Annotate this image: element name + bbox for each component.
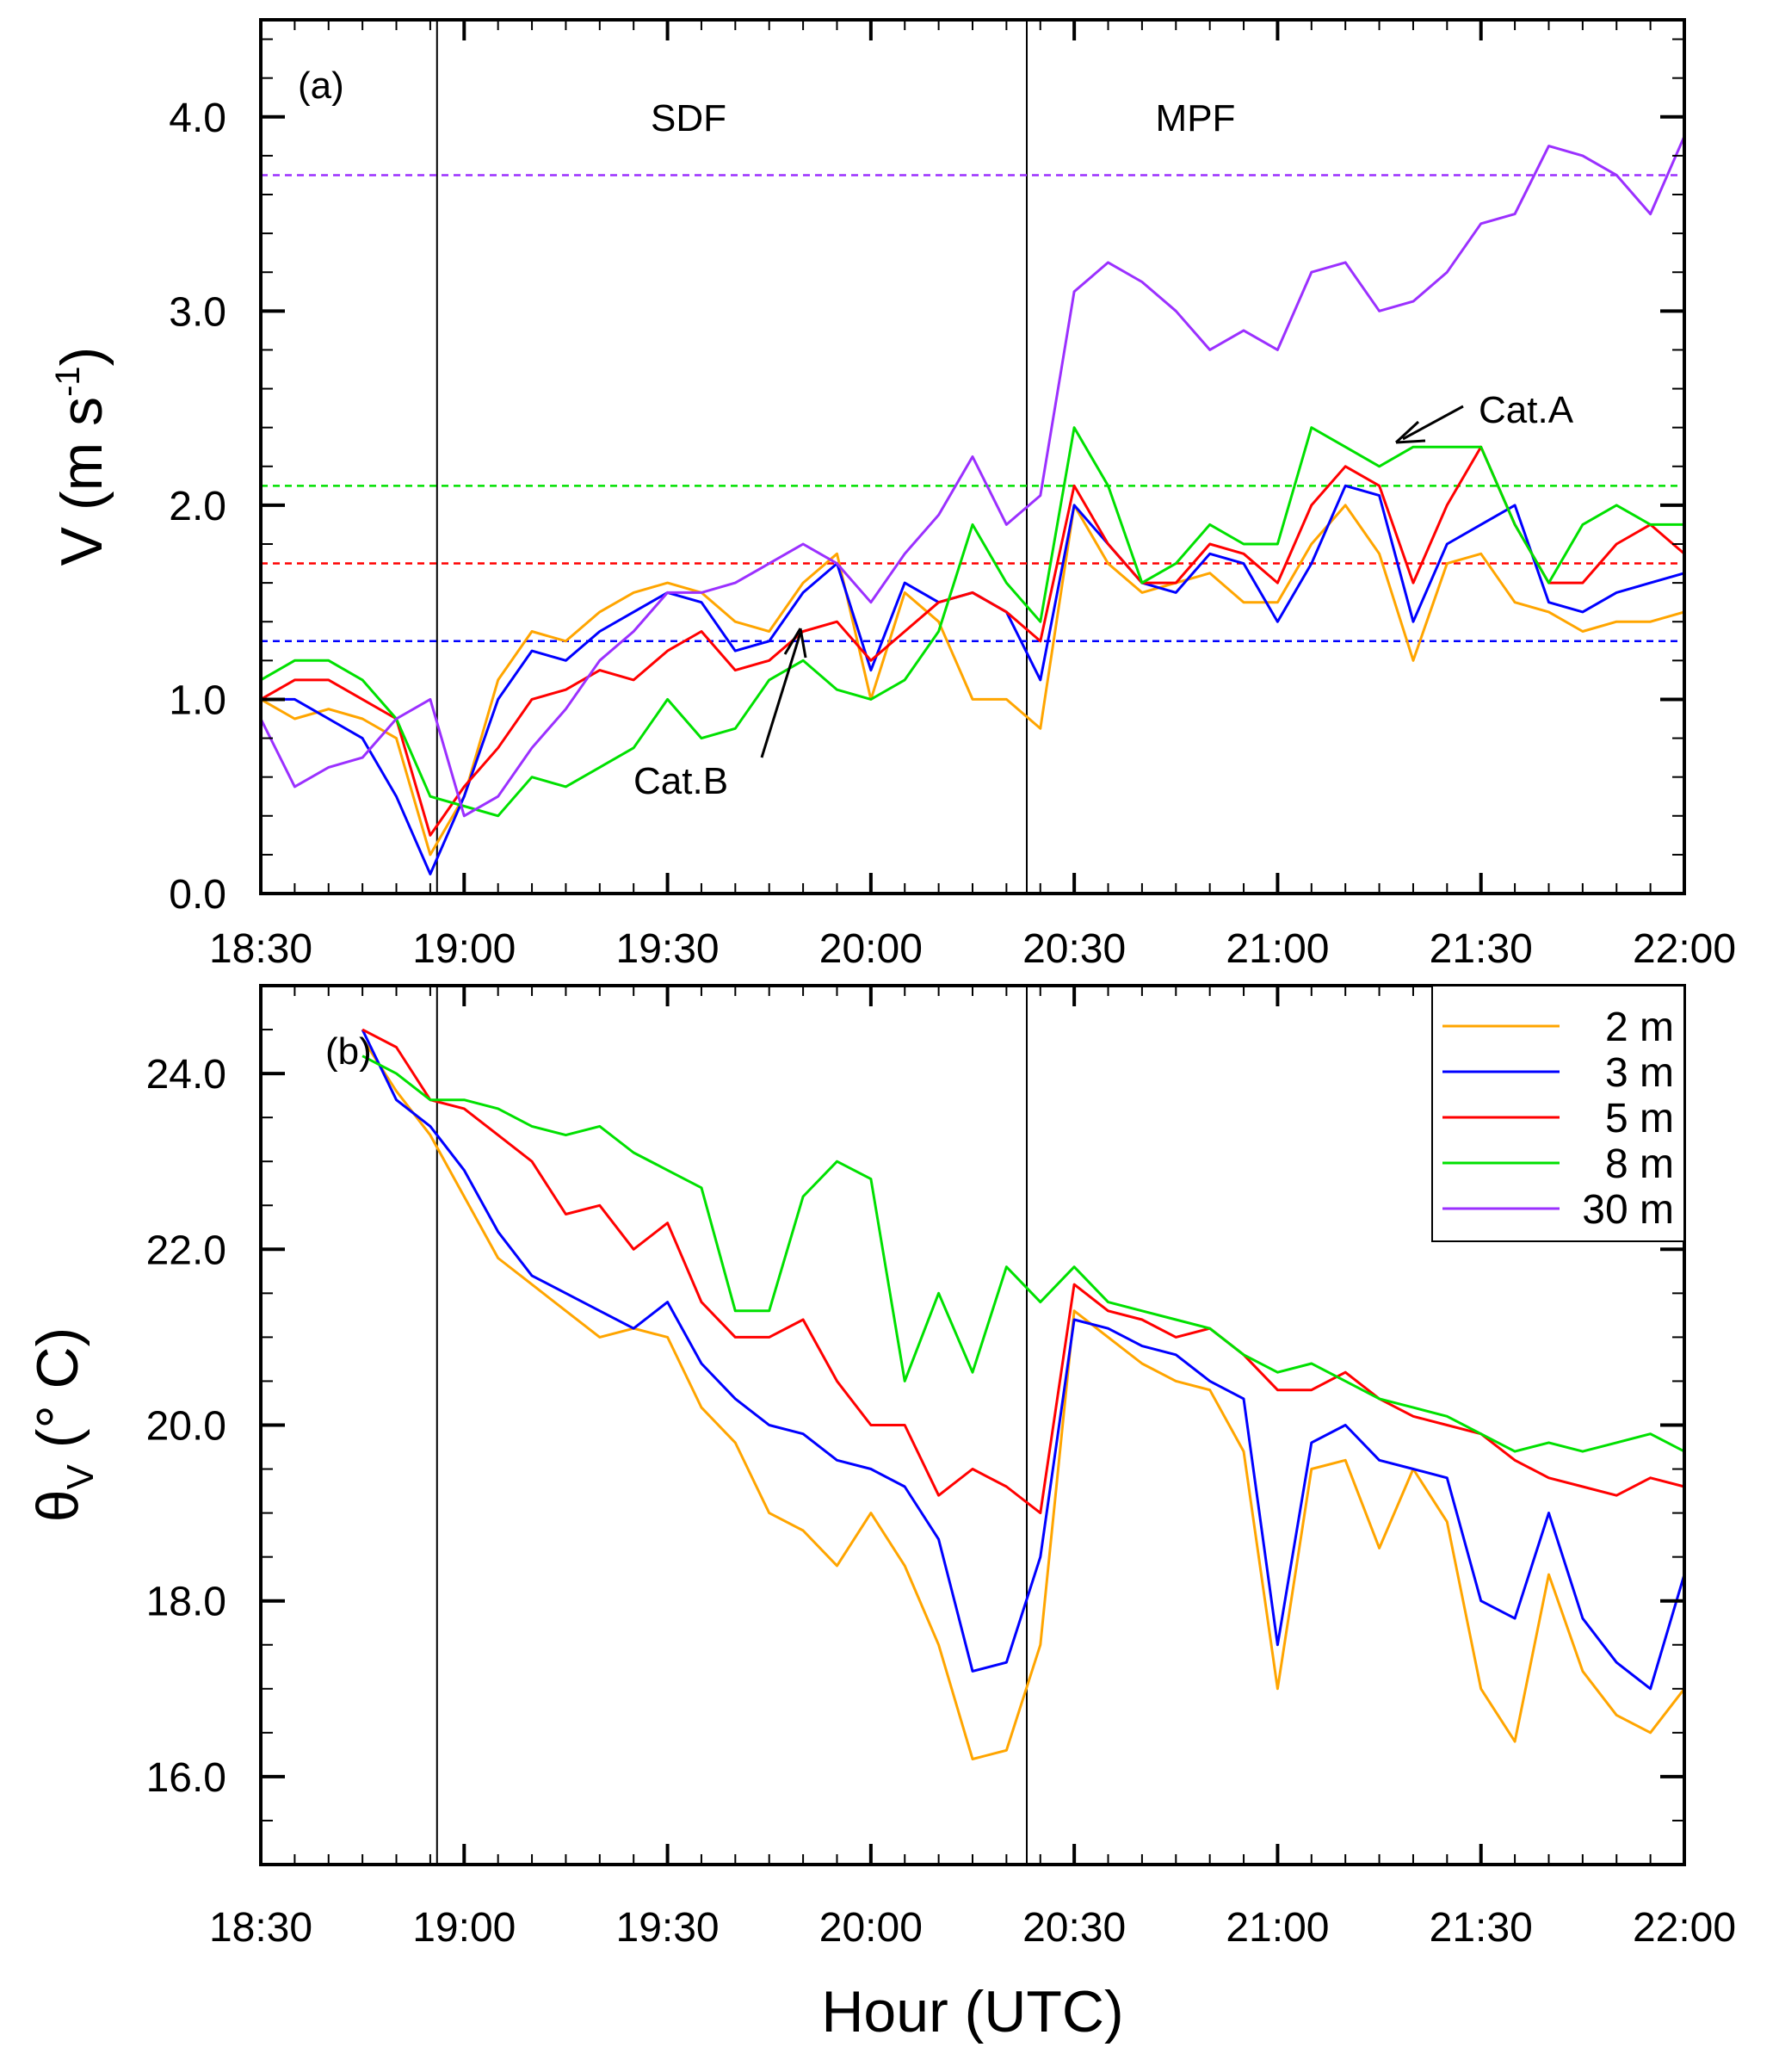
region-label-sdf: SDF xyxy=(651,97,726,139)
svg-text:θV (° C): θV (° C) xyxy=(25,1327,102,1523)
y-tick-label: 22.0 xyxy=(146,1228,226,1273)
legend: 2 m3 m5 m8 m30 m xyxy=(1431,985,1685,1242)
arrow-cat-a xyxy=(1394,405,1464,444)
legend-label: 30 m xyxy=(1582,1187,1674,1233)
panel-a-label: (a) xyxy=(298,65,344,107)
legend-label: 3 m xyxy=(1605,1050,1674,1096)
series-line-30m xyxy=(259,135,1686,818)
x-tick-label: 21:00 xyxy=(1226,1905,1329,1951)
panel-a: 18:30 19:00 19:30 20:00 20:30 21:00 21:30 22:00… xyxy=(169,18,1736,972)
y-tick-label: 24.0 xyxy=(146,1052,226,1098)
x-axis-title: Hour (UTC) xyxy=(821,1979,1123,2044)
x-tick-label: 21:00 xyxy=(1226,926,1329,972)
x-tick-label: 19:00 xyxy=(412,926,516,972)
x-tick-label: 20:00 xyxy=(819,1905,923,1951)
y-tick-label: 0.0 xyxy=(169,872,226,918)
arrow-cat-b xyxy=(760,628,807,758)
x-tick-label: 20:00 xyxy=(819,926,923,972)
y-axis-title-b: θV (° C) xyxy=(25,1327,102,1523)
y-tick-label: 3.0 xyxy=(169,289,226,335)
series-line-8m xyxy=(260,426,1684,818)
x-tick-label: 18:30 xyxy=(209,1905,312,1951)
annotation-cat-b: Cat.B xyxy=(633,760,728,802)
series-line-5m xyxy=(361,1028,1685,1515)
annotation-cat-a: Cat.A xyxy=(1479,389,1574,431)
series-line-2m xyxy=(260,504,1685,857)
region-label-mpf: MPF xyxy=(1156,97,1236,139)
x-tick-label: 20:30 xyxy=(1022,926,1126,972)
legend-label: 8 m xyxy=(1605,1141,1674,1187)
x-tick-label: 19:30 xyxy=(616,1905,720,1951)
series-line-3m xyxy=(261,484,1685,875)
y-tick-label: 4.0 xyxy=(169,96,226,141)
x-tick-label: 22:00 xyxy=(1633,926,1736,972)
x-tick-label: 18:30 xyxy=(209,926,312,972)
x-tick-label: 21:30 xyxy=(1430,926,1533,972)
y-tick-label: 2.0 xyxy=(169,484,226,529)
y-axis-title-a: V (m s-1) xyxy=(49,347,114,566)
x-tick-label: 21:30 xyxy=(1430,1905,1533,1951)
y-tick-label: 1.0 xyxy=(169,677,226,723)
y-tick-label: 18.0 xyxy=(146,1580,226,1625)
panel-b: 18:30 19:00 19:30 20:00 20:30 21:00 21:30 22:00… xyxy=(146,984,1736,1951)
x-tick-label: 19:00 xyxy=(412,1905,516,1951)
x-tick-label: 22:00 xyxy=(1633,1905,1736,1951)
series-line-8m xyxy=(361,1055,1685,1453)
y-tick-label: 20.0 xyxy=(146,1404,226,1450)
legend-label: 5 m xyxy=(1605,1096,1674,1141)
x-tick-label: 20:30 xyxy=(1022,1905,1126,1951)
panel-b-label: (b) xyxy=(325,1030,372,1073)
svg-text:V (m s-1): V (m s-1) xyxy=(49,347,114,566)
x-tick-label: 19:30 xyxy=(616,926,720,972)
legend-label: 2 m xyxy=(1605,1005,1674,1050)
series-line-3m xyxy=(361,1029,1686,1691)
series-line-5m xyxy=(260,445,1685,837)
series-line-2m xyxy=(361,1037,1686,1760)
y-tick-label: 16.0 xyxy=(146,1755,226,1801)
